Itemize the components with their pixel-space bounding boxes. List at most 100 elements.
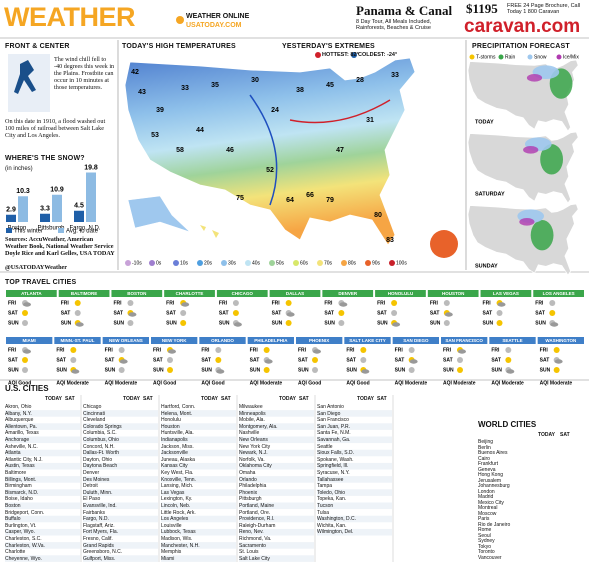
city-header [269, 290, 321, 297]
day-label: SUN [61, 320, 72, 326]
city-name: SEATTLE [502, 338, 522, 343]
city-row: Wichita, Kan. [317, 522, 347, 529]
day-label: SAT [56, 357, 66, 363]
col-head-today: TODAY [279, 396, 296, 402]
row-shade [239, 515, 314, 523]
day-label: SUN [430, 320, 441, 326]
day-label: SUN [535, 320, 546, 326]
ad-details: 8 Day Tour, All Meals Included, Rainfore… [356, 19, 432, 31]
city-row: Juneau, Alaska [161, 456, 195, 463]
weather-icon-sun [553, 347, 560, 353]
day-label: SUN [166, 320, 177, 326]
city-row: Montgomery, Ala. [239, 423, 278, 430]
weather-icon-cloud [313, 349, 321, 354]
col-head-sat: SAT [65, 396, 75, 402]
city-name: LAS VEGAS [493, 291, 519, 296]
precip-legend-label: Snow [534, 54, 547, 60]
city-row: Pittsburgh [239, 496, 262, 503]
world-city-row: Mexico City [478, 499, 504, 506]
city-row: Tampa [317, 483, 333, 490]
weather-icon-cloud [339, 302, 348, 307]
day-label: SAT [324, 310, 334, 316]
city-row: Helena, Mont. [161, 410, 193, 417]
day-label: FRI [395, 347, 404, 353]
day-label: SAT [346, 357, 356, 363]
city-name: ATLANTA [21, 291, 42, 296]
city-row: Atlantic City, N.J. [5, 456, 43, 463]
day-label: SUN [8, 320, 19, 326]
precip-day: TODAY [475, 119, 494, 125]
city-row: Albuquerque [5, 417, 34, 424]
day-label: SUN [113, 320, 124, 326]
row-shade [161, 410, 236, 417]
map-temp: 47 [336, 147, 344, 154]
row-shade [161, 542, 236, 549]
weather-icon-cloud [506, 369, 515, 374]
city-row: Las Vegas [161, 489, 185, 496]
city-row: Providence, R.I. [239, 516, 275, 523]
weather-icon-sun [263, 367, 270, 373]
world-city-row: Frankfurt [478, 461, 499, 467]
row-shade [239, 436, 314, 444]
city-row: Duluth, Minn. [83, 489, 113, 496]
row-shade [161, 462, 236, 470]
x-tick-label: Fargo, N.D. [69, 226, 100, 232]
city-header [164, 290, 215, 297]
city-row: Albany, N.Y. [5, 410, 32, 417]
weather-icon-cloud [497, 302, 506, 307]
precip-legend-swatch [527, 54, 533, 60]
bar [18, 196, 28, 222]
ad-url: caravan.com [464, 16, 581, 37]
temp-legend-label: 50s [276, 260, 285, 266]
temp-legend-label: 90s [372, 260, 381, 266]
city-row: San Francisco [317, 417, 349, 424]
row-shade [5, 436, 80, 444]
weather-icon-cloud [458, 349, 466, 354]
aqi-label: AQI Good [346, 380, 369, 386]
row-shade [317, 436, 392, 444]
city-row: Columbus, Ohio [83, 437, 119, 443]
city-row: Anchorage [5, 437, 30, 443]
city-row: Nashville [239, 430, 260, 437]
city-name: BOSTON [127, 291, 146, 296]
row-shade [239, 449, 314, 457]
city-row: San Diego [317, 410, 341, 417]
col-head-sat: SAT [377, 396, 387, 402]
city-name: HOUSTON [442, 291, 464, 296]
weather-icon-cloud [444, 312, 453, 317]
bar [6, 214, 16, 222]
row-shade [161, 502, 236, 510]
precip-legend-label: T-storms [476, 54, 496, 60]
map-temp: 28 [356, 77, 364, 84]
temp-legend-label: 60s [300, 260, 309, 266]
row-shade [83, 436, 158, 444]
city-row: San Juan, P.R. [317, 423, 350, 430]
city-row: Toledo, Ohio [317, 489, 346, 496]
temp-legend-swatch [149, 260, 155, 266]
city-header [537, 337, 584, 344]
row-shade [5, 489, 80, 496]
day-label: FRI [324, 300, 333, 306]
world-city-row: Geneva [478, 466, 496, 473]
site-label: USATODAY.COM [186, 22, 242, 29]
city-row: Springfield, Ill. [317, 463, 349, 470]
city-header [375, 290, 426, 297]
day-label: SUN [105, 367, 116, 373]
temp-legend-label: 40s [252, 260, 261, 266]
city-header [6, 290, 57, 297]
value-label: 3.3 [40, 206, 50, 213]
city-name: NEW YORK [162, 338, 187, 343]
precip-us [467, 203, 579, 276]
city-row: Tulsa [317, 509, 330, 516]
city-row: Cheyenne, Wyo. [5, 555, 42, 562]
map-temp: 58 [176, 147, 184, 154]
map-temp: 53 [151, 132, 159, 139]
day-label: FRI [272, 300, 281, 306]
weather-icon-cloud [361, 369, 370, 374]
weather-icon-sun [549, 300, 556, 306]
city-name: MINN.-ST. PAUL [61, 338, 95, 343]
city-row: Denver [83, 470, 100, 476]
aqi-label: AQI Good [201, 380, 224, 386]
